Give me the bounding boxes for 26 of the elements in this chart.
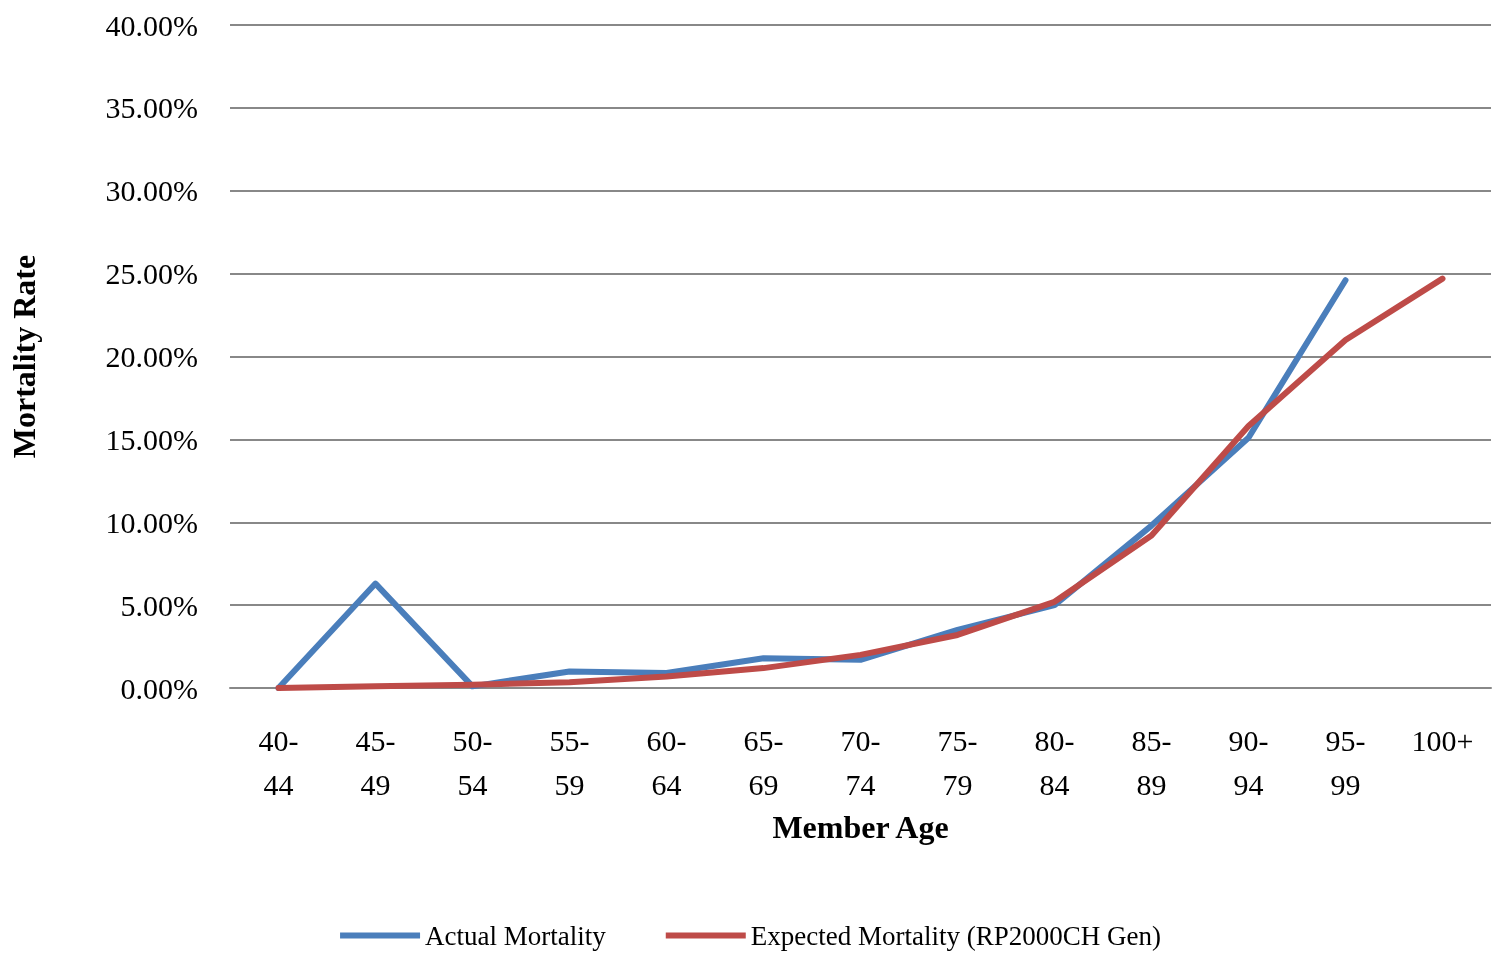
x-tick-label: 55-59 xyxy=(549,723,590,801)
y-tick-label: 5.00% xyxy=(120,588,198,622)
y-tick-label: 25.00% xyxy=(105,257,198,291)
y-axis-title: Mortality Rate xyxy=(6,254,42,459)
legend-label: Expected Mortality (RP2000CH Gen) xyxy=(750,920,1161,951)
x-tick-label: 50-54 xyxy=(452,723,493,801)
y-tick-label: 15.00% xyxy=(105,422,198,456)
x-tick-label: 70-74 xyxy=(840,723,881,801)
y-tick-label: 10.00% xyxy=(105,505,198,539)
legend-label: Actual Mortality xyxy=(425,920,607,951)
x-tick-label: 45-49 xyxy=(355,723,396,801)
x-tick-label: 60-64 xyxy=(646,723,687,801)
x-tick-label: 100+ xyxy=(1411,723,1474,757)
x-tick-label: 65-69 xyxy=(743,723,784,801)
x-tick-label: 80-84 xyxy=(1034,723,1075,801)
x-tick-label: 75-79 xyxy=(937,723,978,801)
y-tick-label: 0.00% xyxy=(120,671,198,705)
y-tick-label: 40.00% xyxy=(105,8,198,42)
y-tick-label: 20.00% xyxy=(105,340,198,373)
x-axis-title: Member Age xyxy=(772,808,949,845)
x-tick-label: 85-89 xyxy=(1131,723,1172,801)
y-tick-label: 35.00% xyxy=(105,91,198,125)
x-tick-label: 40-44 xyxy=(258,723,299,801)
y-tick-label: 30.00% xyxy=(105,174,198,208)
x-tick-label: 95-99 xyxy=(1325,723,1366,801)
x-tick-label: 90-94 xyxy=(1228,723,1269,801)
